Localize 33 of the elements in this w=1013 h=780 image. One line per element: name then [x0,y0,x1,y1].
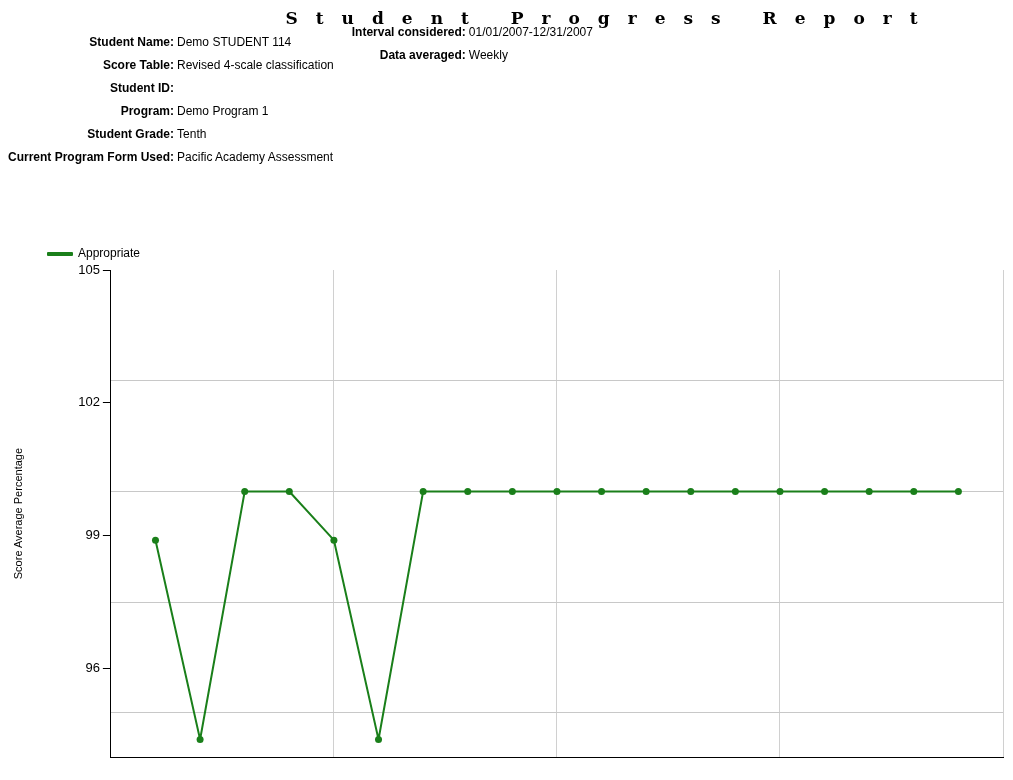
text: Student Grade: Tenth [86,125,208,143]
point [285,487,293,495]
point [419,487,427,495]
text: Program: Demo Program 1 [119,102,270,120]
point [910,487,918,495]
text: Student Name: Demo STUDENT 114 [88,33,293,51]
y-axis-title: Score Average Percentage [11,447,24,580]
text: Student ID: [109,79,175,97]
y-tick-label: 102 [78,394,100,410]
point [330,536,338,544]
y-tick-label: 105 [78,261,100,277]
point [241,487,249,495]
point [731,487,739,495]
chart-title: Student Progress Report [284,8,937,28]
point [865,487,873,495]
text: Score Table: Revised 4-scale classification [101,56,334,74]
point [196,735,204,743]
point [553,487,561,495]
point [464,487,472,495]
point [598,487,606,495]
point [375,735,383,743]
point [821,487,829,495]
point [687,487,695,495]
text: Current Program Form Used: Pacific Academy Assessment [8,148,334,166]
point [776,487,784,495]
point [642,487,650,495]
text: Data averaged:Weekly [378,46,509,64]
y-tick-label: 99 [85,527,100,543]
y-tick-label: 96 [85,660,100,676]
legend-label: Appropriate [78,246,141,261]
point [508,487,516,495]
point [152,536,159,544]
point [954,487,962,495]
